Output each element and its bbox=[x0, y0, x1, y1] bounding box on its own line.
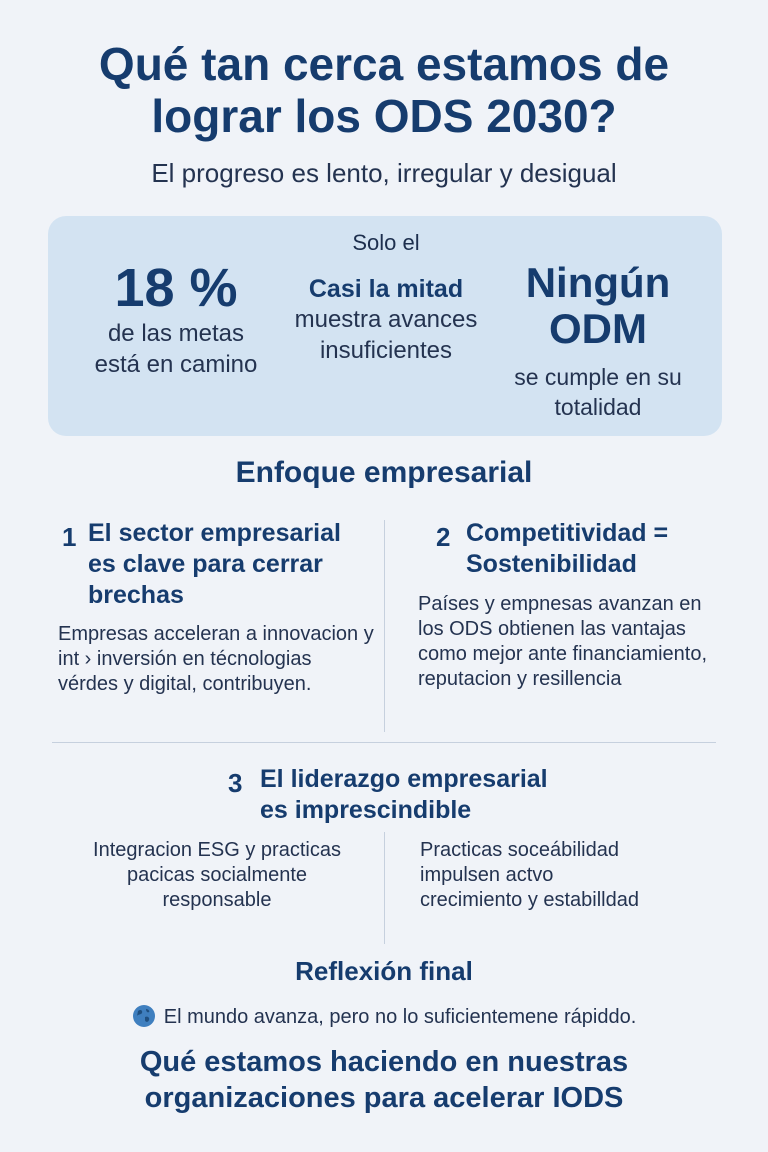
point-heading: El sector empresarial es clave para cerr… bbox=[88, 519, 341, 609]
point-heading: Competitividad = Sostenibilidad bbox=[466, 519, 669, 578]
divider-horizontal bbox=[52, 742, 716, 743]
divider-vertical bbox=[384, 520, 385, 732]
page-title: Qué tan cerca estamos de lograr los ODS … bbox=[98, 38, 670, 142]
stat-odm: Ningún ODM se cumple en su totalidad bbox=[500, 260, 696, 422]
closing-question: Qué estamos haciendo en nuestras organiz… bbox=[139, 1046, 629, 1114]
point-number: 2 bbox=[436, 522, 451, 552]
point-body: Empresas acceleran a innovacion y int › … bbox=[58, 623, 374, 695]
stat-description: se cumple en su totalidad bbox=[514, 364, 682, 420]
globe-icon bbox=[132, 1004, 156, 1028]
point-body-left: Integracion ESG y practicas pacicas soci… bbox=[93, 839, 341, 911]
stat-prefix: Solo el bbox=[352, 230, 420, 255]
point-number: 3 bbox=[228, 768, 243, 798]
stat-description: de las metas está en camino bbox=[94, 320, 258, 378]
point-body-right: Practicas soceábilidad impulsen actvo cr… bbox=[420, 839, 639, 911]
point-number: 1 bbox=[62, 522, 77, 552]
point-heading: El liderazgo empresarial es imprescindib… bbox=[260, 765, 548, 824]
stat-value: 18 % bbox=[114, 258, 238, 318]
reflection-line: El mundo avanza, pero no lo suficienteme… bbox=[40, 1004, 728, 1029]
page-subtitle: El progreso es lento, irregular y desigu… bbox=[151, 158, 617, 188]
divider-vertical bbox=[384, 832, 385, 944]
stat-value: Casi la mitad bbox=[308, 275, 464, 303]
stat-avances: Solo el Casi la mitad muestra avances in… bbox=[288, 230, 484, 366]
stats-panel: 18 % de las metas está en camino Solo el… bbox=[48, 216, 722, 436]
stat-metas: 18 % de las metas está en camino bbox=[88, 258, 264, 380]
reflection-text: El mundo avanza, pero no lo suficienteme… bbox=[163, 1006, 637, 1028]
section-title: Enfoque empresarial bbox=[235, 456, 533, 489]
point-body: Países y empnesas avanzan en los ODS obt… bbox=[418, 593, 708, 690]
reflection-title: Reflexión final bbox=[295, 956, 473, 986]
stat-description: muestra avances insuficientes bbox=[294, 306, 478, 364]
stat-value: Ningún ODM bbox=[525, 259, 671, 352]
